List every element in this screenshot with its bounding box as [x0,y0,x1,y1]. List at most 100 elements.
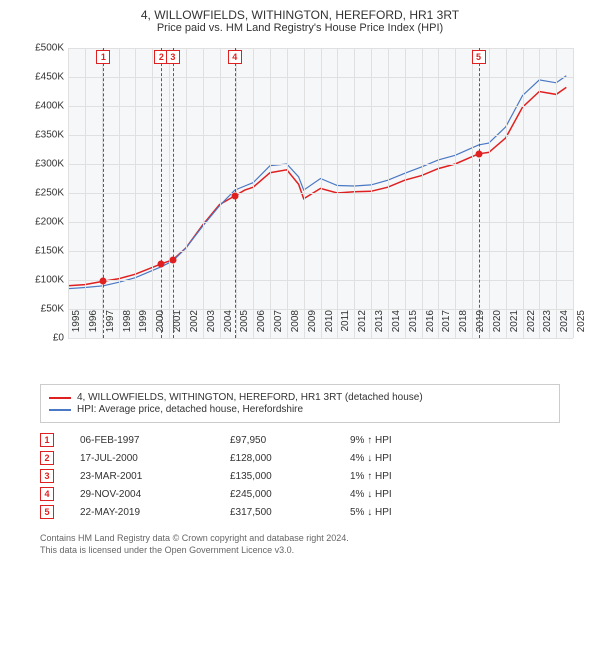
series-line-hpi [68,76,566,289]
sales-row-badge: 5 [40,505,54,519]
sale-vline [479,48,480,338]
page-root: 4, WILLOWFIELDS, WITHINGTON, HEREFORD, H… [0,0,600,650]
sales-row-badge: 3 [40,469,54,483]
gridline-v [186,48,187,338]
legend-row: 4, WILLOWFIELDS, WITHINGTON, HEREFORD, H… [49,392,551,403]
gridline-v [203,48,204,338]
gridline-v [304,48,305,338]
x-axis-label: 1997 [105,310,116,340]
sale-vline [103,48,104,338]
x-axis-label: 2019 [475,310,486,340]
gridline-v [68,48,69,338]
y-axis-label: £500K [20,43,64,54]
legend-swatch [49,397,71,399]
gridline-v [539,48,540,338]
sales-row: 522-MAY-2019£317,5005% ↓ HPI [40,503,560,521]
sales-row-date: 22-MAY-2019 [80,507,230,518]
sales-row-price: £128,000 [230,453,350,464]
sales-row-badge: 4 [40,487,54,501]
y-axis-label: £400K [20,101,64,112]
legend-swatch [49,409,71,411]
x-axis-label: 1998 [122,310,133,340]
x-axis-label: 2002 [189,310,200,340]
x-axis-label: 2013 [374,310,385,340]
sales-row-date: 23-MAR-2001 [80,471,230,482]
x-axis-label: 2006 [256,310,267,340]
footer-line-1: Contains HM Land Registry data © Crown c… [40,533,560,545]
x-axis-label: 2011 [340,310,351,340]
x-axis-label: 2012 [357,310,368,340]
legend-row: HPI: Average price, detached house, Here… [49,404,551,415]
gridline-v [455,48,456,338]
x-axis-label: 2004 [223,310,234,340]
chart-title-sub: Price paid vs. HM Land Registry's House … [8,22,592,34]
gridline-v [523,48,524,338]
y-axis-label: £300K [20,159,64,170]
y-axis-label: £150K [20,246,64,257]
y-axis-label: £100K [20,275,64,286]
x-axis-label: 2010 [324,310,335,340]
gridline-v [438,48,439,338]
footer-line-2: This data is licensed under the Open Gov… [40,545,560,557]
sale-dot [169,256,176,263]
gridline-v [354,48,355,338]
gridline-v [422,48,423,338]
sale-badge: 5 [472,50,486,64]
sales-row: 106-FEB-1997£97,9509% ↑ HPI [40,431,560,449]
series-line-price_paid [68,87,566,285]
sales-row-diff: 4% ↓ HPI [350,453,470,464]
x-axis-label: 2023 [542,310,553,340]
x-axis-label: 2024 [559,310,570,340]
x-axis-label: 2016 [425,310,436,340]
sales-row: 4 29-NOV-2004£245,0004% ↓ HPI [40,485,560,503]
y-axis-label: £0 [20,333,64,344]
legend-box: 4, WILLOWFIELDS, WITHINGTON, HEREFORD, H… [40,384,560,423]
x-axis-label: 2009 [307,310,318,340]
y-axis-label: £50K [20,304,64,315]
sale-vline [173,48,174,338]
x-axis-label: 1995 [71,310,82,340]
x-axis-label: 1996 [88,310,99,340]
sale-dot [100,278,107,285]
sales-row-price: £245,000 [230,489,350,500]
sales-row-date: 17-JUL-2000 [80,453,230,464]
gridline-v [405,48,406,338]
y-axis-label: £250K [20,188,64,199]
sales-row-price: £135,000 [230,471,350,482]
y-axis-label: £350K [20,130,64,141]
legend-label: HPI: Average price, detached house, Here… [77,404,303,415]
gridline-v [321,48,322,338]
sale-badge: 4 [228,50,242,64]
sales-row-date: 29-NOV-2004 [80,489,230,500]
gridline-v [169,48,170,338]
gridline-v [287,48,288,338]
x-axis-label: 2008 [290,310,301,340]
sales-row-diff: 9% ↑ HPI [350,435,470,446]
gridline-v [253,48,254,338]
chart-title-block: 4, WILLOWFIELDS, WITHINGTON, HEREFORD, H… [8,8,592,34]
sale-dot [475,150,482,157]
x-axis-label: 2020 [492,310,503,340]
sales-row-diff: 1% ↑ HPI [350,471,470,482]
gridline-v [152,48,153,338]
sales-row: 217-JUL-2000£128,0004% ↓ HPI [40,449,560,467]
gridline-v [556,48,557,338]
sale-dot [231,192,238,199]
sales-row-diff: 4% ↓ HPI [350,489,470,500]
sale-dot [158,260,165,267]
sales-row-price: £97,950 [230,435,350,446]
x-axis-label: 2014 [391,310,402,340]
y-axis-label: £200K [20,217,64,228]
legend-label: 4, WILLOWFIELDS, WITHINGTON, HEREFORD, H… [77,392,423,403]
gridline-v [472,48,473,338]
x-axis-label: 2021 [509,310,520,340]
gridline-v [489,48,490,338]
sale-vline [161,48,162,338]
gridline-v [337,48,338,338]
sales-row-date: 06-FEB-1997 [80,435,230,446]
gridline-v [573,48,574,338]
x-axis-label: 2015 [408,310,419,340]
x-axis-label: 2025 [576,310,587,340]
gridline-v [506,48,507,338]
sales-table: 106-FEB-1997£97,9509% ↑ HPI217-JUL-2000£… [40,431,560,521]
